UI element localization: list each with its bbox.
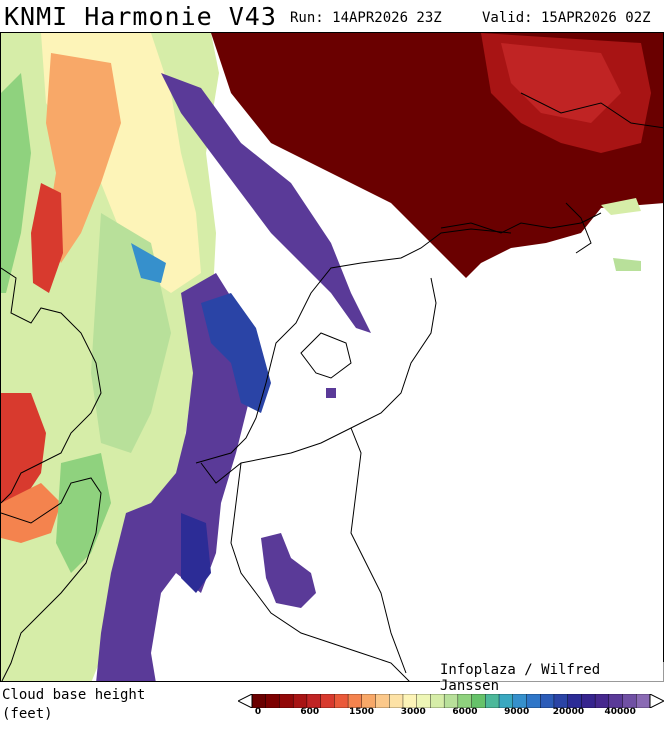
colorbar-cell <box>567 694 583 708</box>
colorbar-tick-label: 600 <box>300 707 320 717</box>
colorbar-cell <box>320 694 336 708</box>
cloud-field-red-south <box>1 393 46 503</box>
colorbar-cell <box>581 694 596 708</box>
model-title: KNMI Harmonie V43 <box>4 2 277 31</box>
cloud-field-orange-north <box>46 53 121 263</box>
colorbar-right-arrow <box>649 694 664 708</box>
colorbar-cell <box>265 694 281 708</box>
cloud-field-orange-south <box>1 483 61 543</box>
valid-time: Valid: 15APR2026 02Z <box>482 10 651 26</box>
colorbar-cell <box>389 694 404 708</box>
cloud-band-darkblue-coast <box>201 293 271 413</box>
colorbar-cell <box>443 694 459 708</box>
colorbar-cell <box>594 694 610 708</box>
colorbar-cell <box>292 694 308 708</box>
colorbar-cell <box>471 694 487 708</box>
cloud-field-green-south <box>56 453 111 573</box>
cloud-band-purple-coast <box>96 273 256 681</box>
colorbar-cell <box>622 694 637 708</box>
colorbar-cell <box>512 694 528 708</box>
colorbar-cell <box>457 694 473 708</box>
cloud-base-map <box>1 33 663 681</box>
colorbar-tick-label: 0 <box>254 707 262 717</box>
colorbar-left-arrow <box>238 694 253 708</box>
cloud-field-blue-patch <box>131 243 166 283</box>
colorbar-cell <box>608 694 624 708</box>
colorbar-cell <box>375 694 390 708</box>
colorbar-cell <box>553 694 569 708</box>
cloud-patch-purple-small <box>326 388 336 398</box>
colorbar-cell <box>636 694 651 708</box>
colorbar-tick-label: 6000 <box>452 707 478 717</box>
colorbar-tick-label: 3000 <box>400 707 426 717</box>
colorbar-cell <box>526 694 541 708</box>
colorbar-cell <box>347 694 363 708</box>
cloud-band-purple-north <box>161 73 371 333</box>
cloud-field-green-west <box>1 73 31 293</box>
cloud-patch-green-far-east <box>613 258 641 271</box>
colorbar-cell <box>334 694 349 708</box>
colorbar-cell <box>485 694 500 708</box>
cloud-patch-green-east <box>601 198 641 215</box>
legend-title: Cloud base height (feet) <box>2 687 146 722</box>
credit-text: Infoplaza / Wilfred Janssen <box>440 662 665 694</box>
weather-map[interactable] <box>0 32 664 682</box>
colorbar-tick-label: 1500 <box>348 707 374 717</box>
colorbar-cell <box>540 694 555 708</box>
colorbar-cell <box>416 694 432 708</box>
run-time: Run: 14APR2026 23Z <box>290 10 442 26</box>
colorbar-cell <box>402 694 418 708</box>
colorbar-cell <box>361 694 377 708</box>
cloud-patch-purple-inland <box>261 533 316 608</box>
colorbar-cell <box>279 694 294 708</box>
colorbar-tick-label: 40000 <box>604 707 636 717</box>
colorbar-cell <box>498 694 514 708</box>
cloud-band-darkblue-south <box>181 513 211 593</box>
colorbar-tick-label: 20000 <box>552 707 585 717</box>
cloud-field-red-north <box>31 183 63 293</box>
cloud-field-brightred-northeast <box>501 43 621 123</box>
coastlines <box>1 92 663 681</box>
colorbar-cell <box>251 694 267 708</box>
colorbar <box>238 694 664 708</box>
title-bar: KNMI Harmonie V43 Run: 14APR2026 23Z Val… <box>0 0 665 32</box>
colorbar-cell <box>430 694 445 708</box>
colorbar-cell <box>306 694 322 708</box>
colorbar-tick-label: 9000 <box>504 707 530 717</box>
